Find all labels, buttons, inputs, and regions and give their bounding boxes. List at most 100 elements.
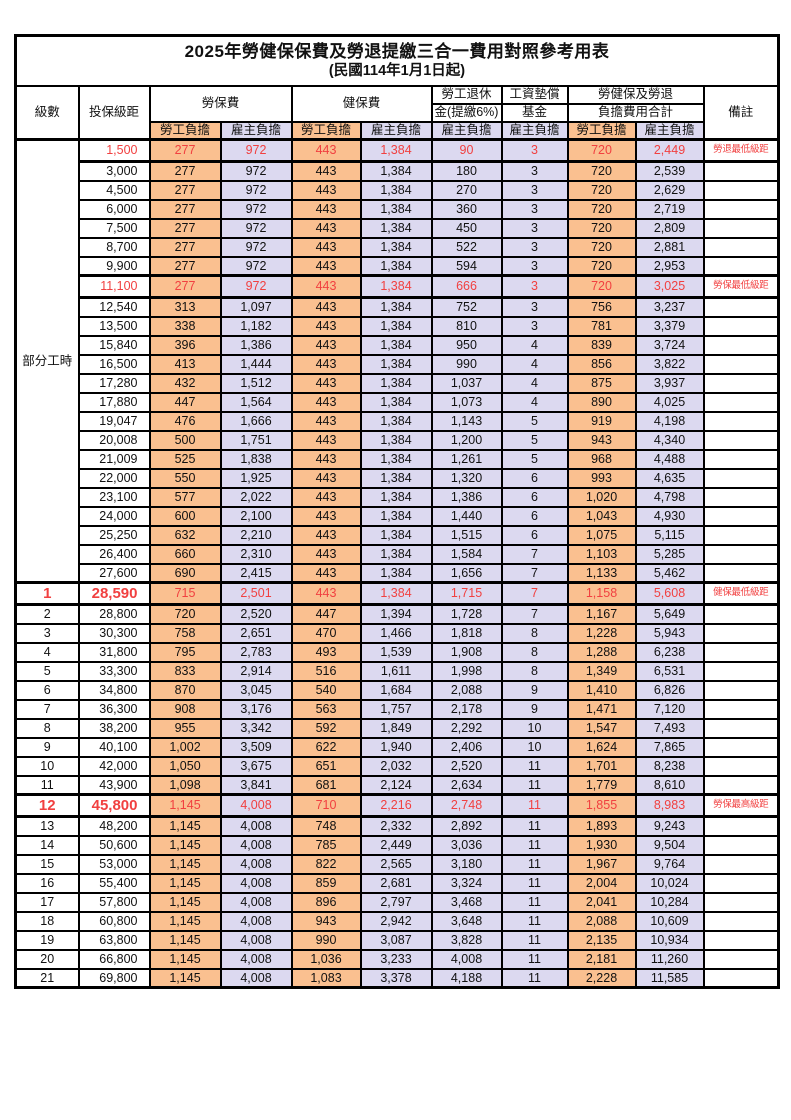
table-row: 2 28,800 720 2,520 447 1,394 1,728 7 1,167 5,649 [14, 603, 780, 625]
total-worker-cell: 720 [566, 138, 637, 163]
total-employer-cell: 6,826 [634, 679, 705, 701]
total-employer-cell: 5,285 [634, 543, 705, 565]
bracket-cell: 22,000 [77, 467, 151, 489]
wage-fund-employer-cell: 4 [500, 353, 569, 375]
table-row: 6,000 277 972 443 1,384 360 3 720 2,719 [16, 198, 780, 220]
remark-cell [702, 505, 780, 527]
table-row: 3 30,300 758 2,651 470 1,466 1,818 8 1,228 5,943 [14, 622, 780, 644]
pension-employer-cell: 1,143 [430, 410, 503, 432]
total-employer-cell: 7,865 [634, 736, 705, 758]
table-row: 8,700 277 972 443 1,384 522 3 720 2,881 [16, 236, 780, 258]
remark-cell [702, 372, 780, 394]
subheader-labor-employer: 雇主負擔 [219, 120, 293, 141]
header-row-burden: 勞工負擔 雇主負擔 勞工負擔 雇主負擔 雇主負擔 雇主負擔 勞工負擔 雇主負擔 [16, 120, 779, 141]
total-employer-cell: 8,610 [634, 774, 705, 796]
bracket-cell: 24,000 [77, 505, 151, 527]
health-worker-cell: 443 [290, 410, 362, 432]
bracket-cell: 16,500 [77, 353, 151, 375]
remark-cell [702, 929, 780, 951]
pension-employer-cell: 270 [430, 179, 503, 201]
labor-employer-cell: 1,444 [219, 353, 293, 375]
pension-employer-cell: 990 [430, 353, 503, 375]
bracket-cell: 38,200 [77, 717, 151, 739]
total-worker-cell: 720 [566, 217, 637, 239]
total-employer-cell: 10,609 [634, 910, 705, 932]
bracket-cell: 30,300 [77, 622, 151, 644]
health-worker-cell: 443 [290, 467, 362, 489]
total-employer-cell: 2,629 [634, 179, 705, 201]
labor-worker-cell: 277 [148, 255, 222, 277]
pension-employer-cell: 1,998 [430, 660, 503, 682]
subheader-total-worker: 勞工負擔 [566, 120, 637, 141]
bracket-cell: 13,500 [77, 315, 151, 337]
pension-employer-cell: 1,386 [430, 486, 503, 508]
total-worker-cell: 968 [566, 448, 637, 470]
labor-employer-cell: 1,925 [219, 467, 293, 489]
bracket-cell: 25,250 [77, 524, 151, 546]
health-employer-cell: 1,384 [359, 138, 433, 163]
level-cell: 4 [14, 641, 80, 663]
level-cell: 7 [14, 698, 80, 720]
total-employer-cell: 11,585 [634, 967, 705, 989]
table-row: 4 31,800 795 2,783 493 1,539 1,908 8 1,288 6,238 [14, 641, 780, 663]
pension-employer-cell: 1,584 [430, 543, 503, 565]
health-employer-cell: 3,087 [359, 929, 433, 951]
table-row: 20 66,800 1,145 4,008 1,036 3,233 4,008 11 2,181… [14, 948, 780, 970]
remark-cell [702, 296, 780, 318]
labor-employer-cell: 972 [219, 274, 293, 299]
labor-employer-cell: 2,783 [219, 641, 293, 663]
pension-employer-cell: 522 [430, 236, 503, 258]
labor-worker-cell: 1,145 [148, 853, 222, 875]
total-worker-cell: 1,075 [566, 524, 637, 546]
pension-employer-cell: 1,261 [430, 448, 503, 470]
labor-employer-cell: 4,008 [219, 891, 293, 913]
total-employer-cell: 5,943 [634, 622, 705, 644]
pension-employer-cell: 2,088 [430, 679, 503, 701]
health-worker-cell: 443 [290, 581, 362, 606]
bracket-cell: 53,000 [77, 853, 151, 875]
bracket-cell: 4,500 [77, 179, 151, 201]
health-employer-cell: 1,384 [359, 274, 433, 299]
total-employer-cell: 11,260 [634, 948, 705, 970]
health-employer-cell: 1,384 [359, 236, 433, 258]
health-worker-cell: 896 [290, 891, 362, 913]
title-row: 2025年勞健保保費及勞退提繳三合一費用對照參考用表 (民國114年1月1日起) [14, 34, 780, 87]
labor-worker-cell: 908 [148, 698, 222, 720]
premium-reference-table: 2025年勞健保保費及勞退提繳三合一費用對照參考用表 (民國114年1月1日起)… [14, 34, 781, 989]
pension-employer-cell: 1,515 [430, 524, 503, 546]
labor-employer-cell: 2,100 [219, 505, 293, 527]
pension-employer-cell: 2,178 [430, 698, 503, 720]
health-worker-cell: 443 [290, 274, 362, 299]
remark-cell: 勞保最高級距 [702, 793, 780, 818]
total-worker-cell: 720 [566, 179, 637, 201]
health-employer-cell: 1,384 [359, 217, 433, 239]
table-row: 24,000 600 2,100 443 1,384 1,440 6 1,043 4,930 [16, 505, 780, 527]
remark-cell [702, 698, 780, 720]
total-employer-cell: 7,493 [634, 717, 705, 739]
total-worker-cell: 1,410 [566, 679, 637, 701]
labor-worker-cell: 277 [148, 138, 222, 163]
table-row: 4,500 277 972 443 1,384 270 3 720 2,629 [16, 179, 780, 201]
table-row: 27,600 690 2,415 443 1,384 1,656 7 1,133 5,462 [16, 562, 780, 584]
health-employer-cell: 1,384 [359, 179, 433, 201]
labor-employer-cell: 2,914 [219, 660, 293, 682]
level-cell: 19 [14, 929, 80, 951]
total-worker-cell: 2,228 [566, 967, 637, 989]
wage-fund-employer-cell: 6 [500, 524, 569, 546]
health-employer-cell: 1,384 [359, 505, 433, 527]
remark-cell: 健保最低級距 [702, 581, 780, 606]
wage-fund-employer-cell: 7 [500, 581, 569, 606]
level-cell: 9 [14, 736, 80, 758]
bracket-cell: 55,400 [77, 872, 151, 894]
health-employer-cell: 1,384 [359, 296, 433, 318]
subheader-health-employer: 雇主負擔 [359, 120, 433, 141]
wage-fund-employer-cell: 6 [500, 467, 569, 489]
wage-fund-employer-cell: 7 [500, 543, 569, 565]
bracket-cell: 21,009 [77, 448, 151, 470]
pension-employer-cell: 2,520 [430, 755, 503, 777]
pension-employer-cell: 810 [430, 315, 503, 337]
health-worker-cell: 443 [290, 562, 362, 584]
labor-worker-cell: 1,050 [148, 755, 222, 777]
labor-employer-cell: 2,651 [219, 622, 293, 644]
health-worker-cell: 443 [290, 236, 362, 258]
